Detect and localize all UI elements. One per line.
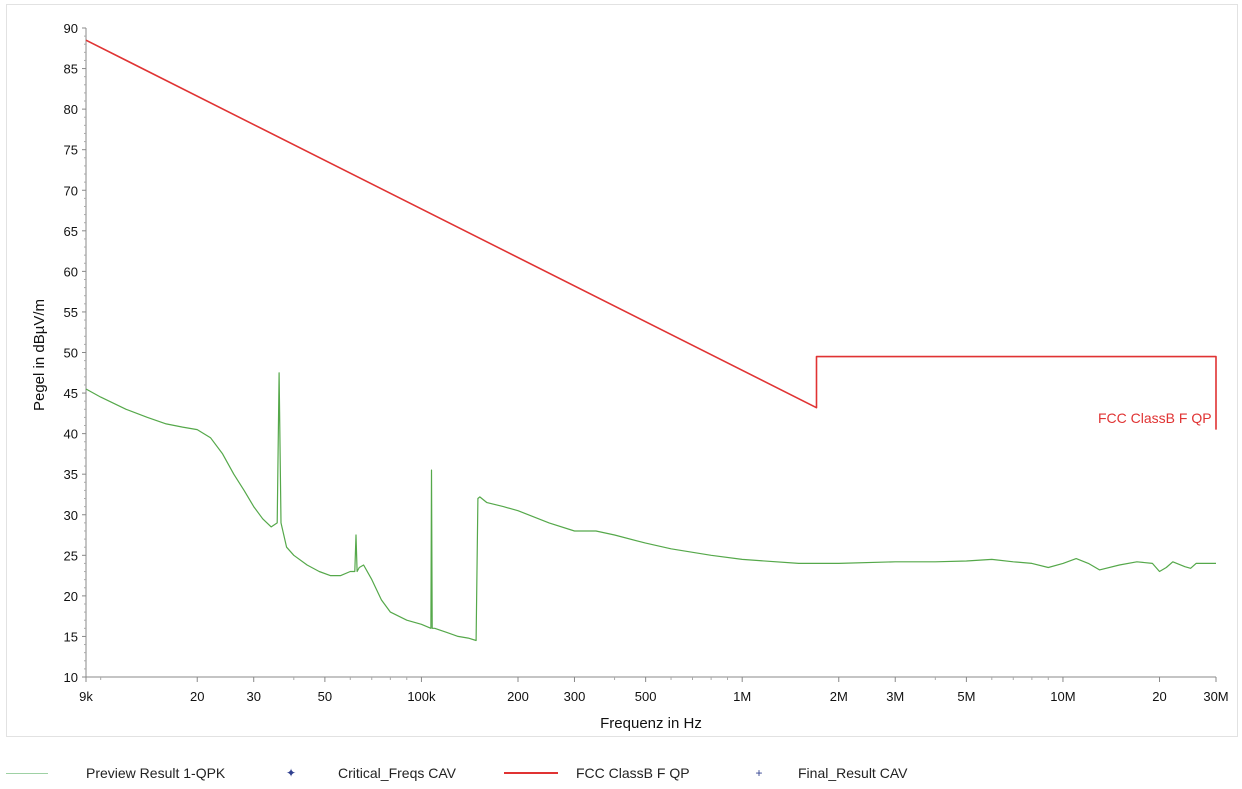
legend-label: FCC ClassB F QP xyxy=(576,765,690,781)
x-tick-label: 9k xyxy=(79,689,93,704)
annotation-layer: FCC ClassB F QP xyxy=(1098,410,1212,426)
y-tick-label: 35 xyxy=(64,467,78,482)
x-axis-ticks: 9k 20 30 50 100k 200 300 500 1M 2M 3M 5M 10M 20 30M xyxy=(79,677,1229,704)
x-tick-label: 20 xyxy=(190,689,204,704)
x-tick-label: 100k xyxy=(407,689,436,704)
legend-label: Critical_Freqs CAV xyxy=(338,765,456,781)
fcc-limit-line xyxy=(85,39,1217,430)
y-tick-label: 75 xyxy=(64,143,78,158)
x-tick-label: 2M xyxy=(830,689,848,704)
y-tick-label: 60 xyxy=(64,264,78,279)
y-tick-label: 80 xyxy=(64,102,78,117)
x-tick-label: 30 xyxy=(246,689,260,704)
y-tick-label: 70 xyxy=(64,183,78,198)
legend-item-final-result: + Final_Result CAV xyxy=(752,762,907,784)
x-axis-title: Frequenz in Hz xyxy=(600,715,702,732)
y-tick-label: 85 xyxy=(64,62,78,77)
chart-frame xyxy=(6,4,1238,737)
x-tick-label: 200 xyxy=(507,689,529,704)
y-tick-label: 50 xyxy=(64,346,78,361)
y-tick-label: 65 xyxy=(64,224,78,239)
preview-result-line xyxy=(85,372,1216,642)
legend-label: Preview Result 1-QPK xyxy=(86,765,226,781)
x-tick-label: 3M xyxy=(886,689,904,704)
limit-line-label: FCC ClassB F QP xyxy=(1098,410,1212,426)
diamond-marker-icon: ✦ xyxy=(285,766,297,780)
y-tick-label: 40 xyxy=(64,427,78,442)
y-tick-label: 25 xyxy=(64,548,78,563)
y-tick-label: 10 xyxy=(64,670,78,685)
legend-item-preview-result: Preview Result 1-QPK xyxy=(6,762,225,784)
series-layer xyxy=(85,39,1217,642)
plot-area: 10 15 20 25 30 35 40 45 50 55 60 65 70 75 80 85 90 9k 20 3… xyxy=(64,21,1229,704)
x-tick-label: 20 xyxy=(1152,689,1166,704)
legend-line-swatch xyxy=(504,772,558,774)
x-tick-label: 50 xyxy=(318,689,332,704)
x-tick-label: 10M xyxy=(1050,689,1075,704)
x-tick-label: 30M xyxy=(1203,689,1228,704)
legend: Preview Result 1-QPK ✦ Critical_Freqs CA… xyxy=(0,762,1242,784)
y-axis-ticks: 10 15 20 25 30 35 40 45 50 55 60 65 70 75 80 85 90 xyxy=(64,21,86,685)
y-axis-title: Pegel in dBµV/m xyxy=(31,299,48,411)
y-tick-label: 20 xyxy=(64,589,78,604)
x-tick-label: 300 xyxy=(564,689,586,704)
legend-item-fcc-limit: FCC ClassB F QP xyxy=(504,762,690,784)
y-tick-label: 55 xyxy=(64,305,78,320)
x-tick-label: 500 xyxy=(635,689,657,704)
emission-chart: 10 15 20 25 30 35 40 45 50 55 60 65 70 75 80 85 90 9k 20 3… xyxy=(31,21,1229,732)
y-tick-label: 30 xyxy=(64,508,78,523)
x-tick-label: 1M xyxy=(733,689,751,704)
y-tick-label: 45 xyxy=(64,386,78,401)
y-tick-label: 90 xyxy=(64,21,78,36)
legend-line-swatch xyxy=(6,772,48,774)
x-tick-label: 5M xyxy=(957,689,975,704)
legend-item-critical-freqs: ✦ Critical_Freqs CAV xyxy=(284,762,456,784)
y-tick-label: 15 xyxy=(64,629,78,644)
legend-label: Final_Result CAV xyxy=(798,765,908,781)
plus-marker-icon: + xyxy=(755,766,763,780)
